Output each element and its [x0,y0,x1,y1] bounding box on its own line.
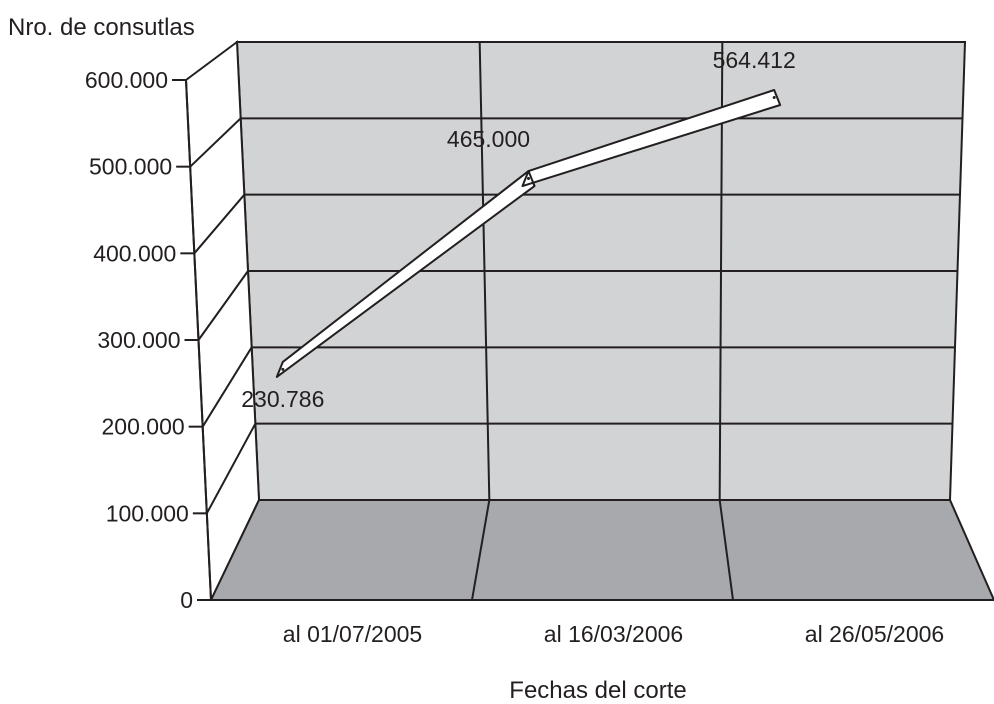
gridline-side [193,194,246,254]
data-label: 465.000 [447,126,530,152]
x-tick-label: al 01/07/2005 [283,621,422,647]
x-tick-label: al 26/05/2006 [805,621,944,647]
chart-floor [209,499,994,601]
category-divider-floor [471,499,491,601]
category-divider-wall [478,41,491,501]
y-tick-label: 0 [180,587,193,613]
gridline-side [197,270,249,341]
data-label: 230.786 [241,386,324,412]
data-labels: 230.786 465.000 564.412 [241,47,795,412]
x-tick-label: al 16/03/2006 [544,621,683,647]
series-ribbon-joint [527,170,536,187]
data-point [772,96,776,100]
gridline-side [201,346,253,428]
y-tick-label: 100.000 [106,500,189,526]
y-tick-label: 300.000 [97,327,180,353]
gridline-side [205,423,257,514]
data-point [527,177,530,181]
y-tick-label: 600.000 [85,67,168,93]
gridline-side [189,117,242,168]
gridlines [189,117,963,514]
series-group [275,89,782,378]
y-tick-label: 500.000 [89,154,172,180]
y-tick-label: 400.000 [93,240,176,266]
y-axis-title: Nro. de consutlas [8,14,195,41]
y-tick-label: 200.000 [102,414,185,440]
x-axis-title: Fechas del corte [509,677,686,704]
y-axis-ticks: 0 100.000 200.000 300.000 400.000 500.000 600.… [85,67,211,613]
data-point [281,367,285,371]
category-divider-floor [718,499,734,601]
series-ribbon-segment [521,89,782,188]
x-axis-tick-labels: al 01/07/2005 al 16/03/2006 al 26/05/2006 [283,621,944,647]
data-label: 564.412 [713,47,796,73]
